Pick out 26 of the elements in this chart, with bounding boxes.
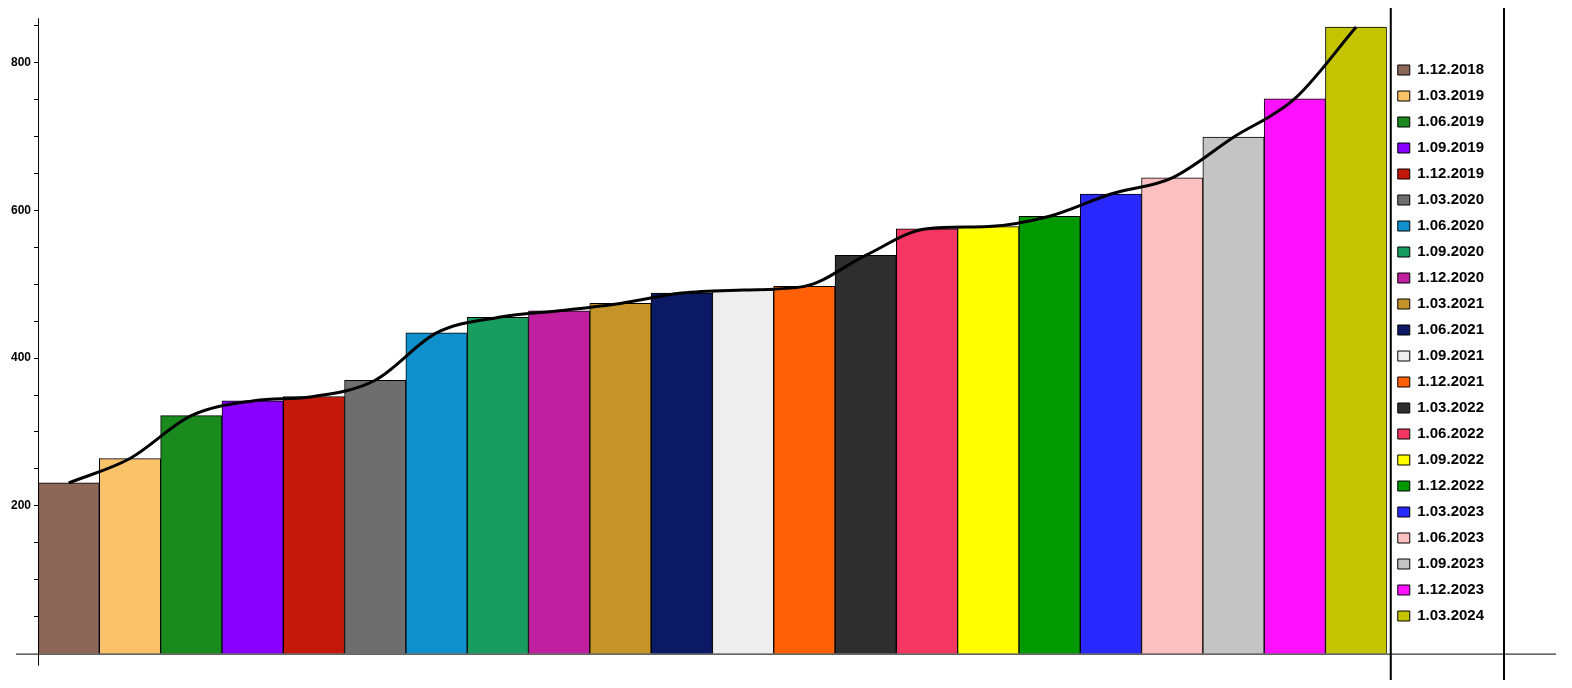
legend-label: 1.09.2020 (1417, 242, 1484, 260)
y-tick-label: 200 (10, 498, 32, 513)
legend-label: 1.03.2020 (1417, 190, 1484, 208)
y-tick-label: 800 (10, 54, 32, 69)
legend-label: 1.09.2019 (1417, 138, 1484, 156)
legend-label: 1.12.2021 (1417, 372, 1484, 390)
legend-label: 1.09.2023 (1417, 554, 1484, 572)
legend-label: 1.03.2024 (1417, 606, 1485, 624)
legend-label: 1.03.2019 (1417, 86, 1484, 104)
legend-label: 1.06.2021 (1417, 320, 1484, 338)
legend-label: 1.12.2023 (1417, 580, 1484, 598)
legend-label: 1.03.2022 (1417, 398, 1484, 416)
legend-label: 1.03.2021 (1417, 294, 1484, 312)
legend-label: 1.12.2020 (1417, 268, 1484, 286)
legend-label: 1.09.2022 (1417, 450, 1484, 468)
legend-label: 1.12.2022 (1417, 476, 1484, 494)
legend-label: 1.09.2021 (1417, 346, 1484, 364)
y-tick-label: 600 (10, 202, 32, 217)
legend-label: 1.12.2018 (1417, 60, 1484, 78)
legend-label: 1.12.2019 (1417, 164, 1484, 182)
y-tick-label: 400 (10, 350, 32, 365)
legend-label: 1.06.2020 (1417, 216, 1484, 234)
legend-label: 1.03.2023 (1417, 502, 1484, 520)
legend-label: 1.06.2023 (1417, 528, 1484, 546)
legend-label: 1.06.2022 (1417, 424, 1484, 442)
legend-label: 1.06.2019 (1417, 112, 1484, 130)
